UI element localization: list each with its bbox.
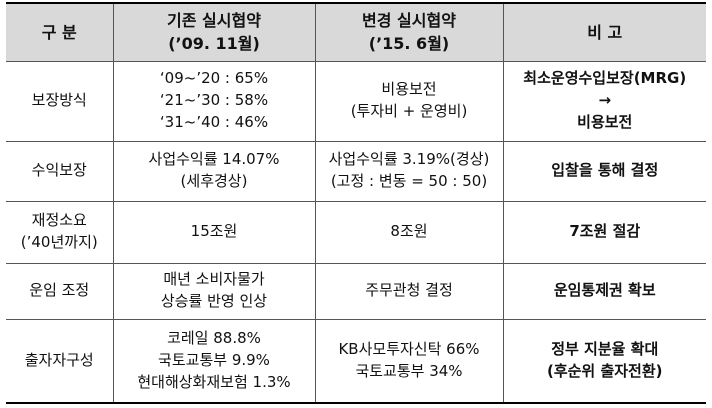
cell: 주무관청 결정: [314, 262, 504, 320]
cell-line: (’40년까지): [20, 233, 98, 251]
cell: KB사모투자신탁 66% 국토교통부 34%: [314, 318, 504, 404]
cell-line: 비용보전: [577, 112, 633, 131]
cell: 최소운영수입보장(MRG) → 비용보전: [502, 60, 706, 142]
cell: 15조원: [112, 200, 316, 264]
cell-line: 입찰을 통해 결정: [551, 161, 659, 180]
header-cell: 구 분: [6, 2, 114, 62]
table-row: 재정소요 (’40년까지) 15조원 8조원 7조원 절감: [6, 200, 706, 264]
cell: 수익보장: [6, 140, 114, 202]
cell-line: KB사모투자신탁 66%: [338, 340, 480, 358]
cell-line: 정부 지분율 확대: [551, 340, 659, 358]
cell: 운임 조정: [6, 262, 114, 320]
cell-line: 기존 실시협약: [167, 11, 261, 31]
cell-line: 코레일 88.8%: [167, 329, 261, 348]
header-cell: 기존 실시협약 (’09. 11월): [112, 2, 316, 62]
table-row: 수익보장 사업수익률 14.07% (세후경상) 사업수익률 3.19%(경상) (고정…: [6, 140, 706, 202]
cell-line: (투자비 + 운영비): [350, 102, 468, 120]
cell-line: 국토교통부 34%: [355, 361, 463, 380]
cell-line: 사업수익률 3.19%(경상): [328, 150, 490, 169]
cell: 7조원 절감: [502, 200, 706, 264]
cell-line: ‘31~’40 : 46%: [159, 112, 269, 131]
cell-line: 구 분: [41, 22, 77, 42]
cell-line: (’09. 11월): [168, 34, 260, 54]
cell-line: 재정소요: [31, 211, 87, 230]
cell-line: 변경 실시협약: [362, 11, 456, 31]
cell: 운임통제권 확보: [502, 262, 706, 320]
table-row: 보장방식 ‘09~’20 : 65% ‘21~’30 : 58% ‘31~’40 : …: [6, 60, 706, 142]
cell: 정부 지분율 확대 (후순위 출자전환): [502, 318, 706, 404]
header-row: 구 분 기존 실시협약 (’09. 11월) 변경 실시협약 (’15. 6월) 비 고: [6, 2, 706, 62]
cell: 입찰을 통해 결정: [502, 140, 706, 202]
cell-line: ‘21~’30 : 58%: [159, 91, 269, 110]
cell: ‘09~’20 : 65% ‘21~’30 : 58% ‘31~’40 : 46%: [112, 60, 316, 142]
cell: 보장방식: [6, 60, 114, 142]
cell-line: (고정 : 변동 = 50 : 50): [330, 172, 488, 190]
cell-line: 상승률 반영 인상: [160, 292, 268, 310]
cell: 재정소요 (’40년까지): [6, 200, 114, 264]
cell: 8조원: [314, 200, 504, 264]
cell-line: 비용보전: [381, 80, 437, 99]
cell-line: 최소운영수입보장(MRG): [523, 69, 687, 88]
cell: 사업수익률 3.19%(경상) (고정 : 변동 = 50 : 50): [314, 140, 504, 202]
cell-line: 수익보장: [31, 161, 87, 180]
cell-line: 7조원 절감: [569, 222, 641, 241]
cell: 출자자구성: [6, 318, 114, 404]
cell-line: (후순위 출자전환): [546, 361, 663, 380]
cell: 코레일 88.8% 국토교통부 9.9% 현대해상화재보험 1.3%: [112, 318, 316, 404]
cell-line: →: [598, 91, 612, 110]
cell: 비용보전 (투자비 + 운영비): [314, 60, 504, 142]
cell-line: ‘09~’20 : 65%: [159, 69, 269, 88]
header-cell: 변경 실시협약 (’15. 6월): [314, 2, 504, 62]
cell-line: 보장방식: [31, 91, 87, 110]
cell-line: 현대해상화재보험 1.3%: [137, 372, 291, 391]
table-row: 출자자구성 코레일 88.8% 국토교통부 9.9% 현대해상화재보험 1.3% KB사…: [6, 318, 706, 404]
cell-line: 비 고: [587, 22, 623, 42]
cell-line: 매년 소비자물가: [163, 270, 265, 289]
cell-line: 주무관청 결정: [365, 281, 453, 300]
cell-line: 국토교통부 9.9%: [158, 350, 270, 369]
cell-line: (세후경상): [180, 172, 248, 190]
cell-line: 8조원: [390, 222, 428, 241]
cell-line: 15조원: [190, 222, 238, 241]
cell: 사업수익률 14.07% (세후경상): [112, 140, 316, 202]
header-cell: 비 고: [502, 2, 706, 62]
cell-line: (’15. 6월): [368, 34, 450, 54]
cell-line: 운임 조정: [29, 281, 90, 300]
cell-line: 운임통제권 확보: [553, 281, 656, 300]
cell-line: 사업수익률 14.07%: [148, 150, 280, 169]
cell-line: 출자자구성: [24, 350, 94, 369]
